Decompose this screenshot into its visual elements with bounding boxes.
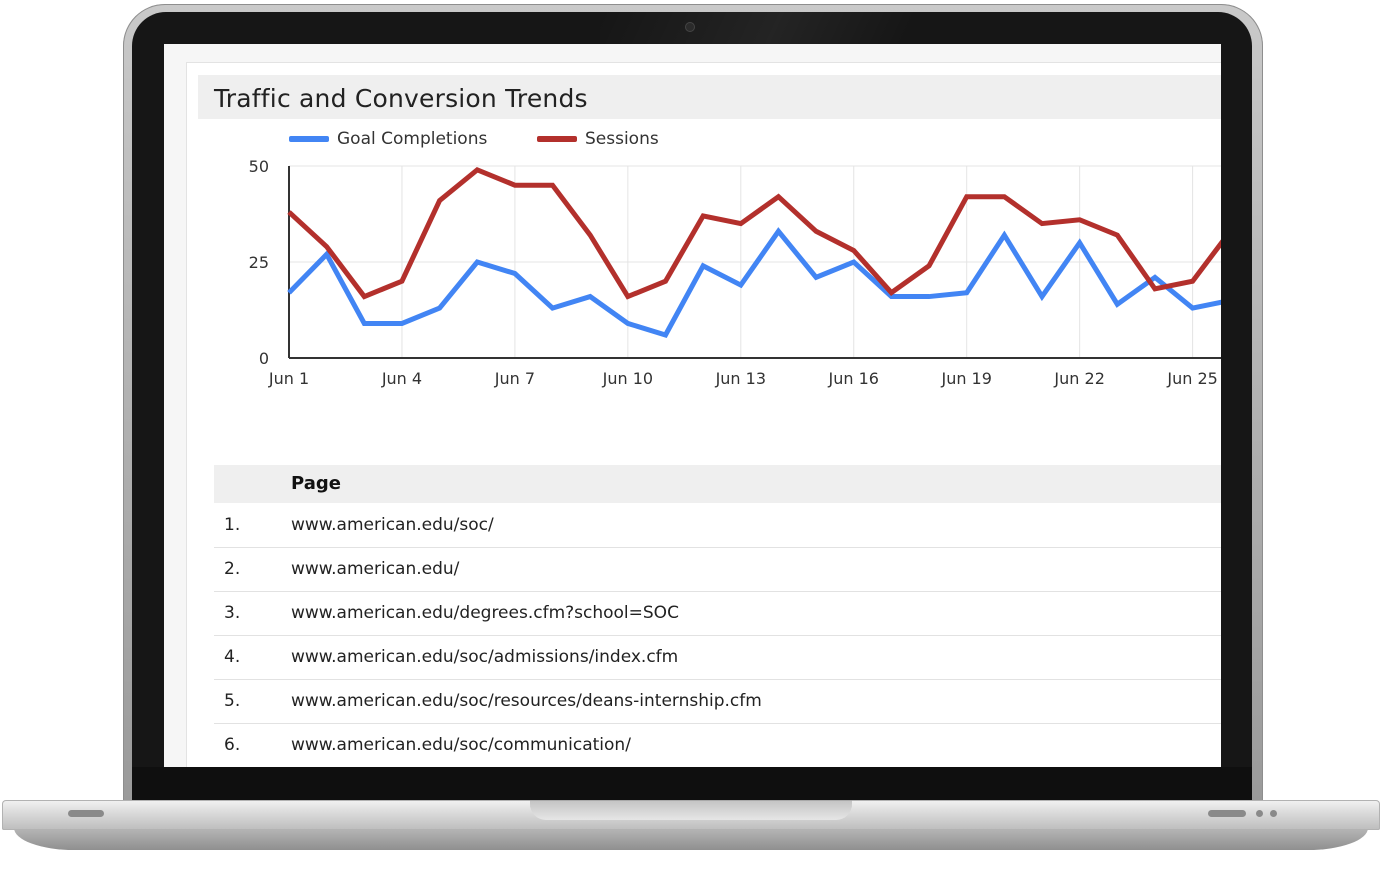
y-tick-label: 25 (249, 253, 269, 272)
row-index: 4. (224, 647, 241, 667)
row-page-url[interactable]: www.american.edu/soc/admissions/index.cf… (291, 647, 679, 667)
x-tick-label: Jun 19 (940, 369, 991, 388)
led-icon (1270, 810, 1277, 817)
laptop-chin (132, 767, 1252, 802)
table-row[interactable]: 3. www.american.edu/degrees.cfm?school=SO… (214, 591, 1221, 636)
port-icon (1208, 810, 1246, 817)
led-icon (1256, 810, 1263, 817)
laptop-hinge-notch (530, 800, 852, 820)
row-index: 2. (224, 559, 241, 579)
table-row[interactable]: 6. www.american.edu/soc/communication/ (214, 723, 1221, 767)
row-page-url[interactable]: www.american.edu/soc/resources/deans-int… (291, 691, 762, 711)
screen: Traffic and Conversion Trends Goal Compl… (164, 44, 1221, 767)
legend-item-goal-completions[interactable]: Goal Completions (289, 129, 487, 149)
row-index: 5. (224, 691, 241, 711)
series-line-goal-completions (287, 227, 1221, 338)
x-tick-label: Jun 10 (602, 369, 653, 388)
legend-label: Goal Completions (337, 129, 488, 149)
row-index: 3. (224, 603, 241, 623)
x-tick-label: Jun 4 (381, 369, 422, 388)
row-page-url[interactable]: www.american.edu/soc/ (291, 515, 494, 535)
series-line-sessions (287, 166, 1221, 300)
row-index: 1. (224, 515, 241, 535)
report-card (186, 62, 1221, 767)
table-row[interactable]: 5. www.american.edu/soc/resources/deans-i… (214, 679, 1221, 724)
x-tick-label: Jun 16 (828, 369, 879, 388)
laptop-base-shadow (14, 828, 1368, 850)
row-page-url[interactable]: www.american.edu/degrees.cfm?school=SOC (291, 603, 679, 623)
table-row[interactable]: 4. www.american.edu/soc/admissions/index.… (214, 635, 1221, 680)
x-tick-label: Jun 7 (494, 369, 535, 388)
x-tick-label: Jun 13 (715, 369, 766, 388)
port-icon (68, 810, 104, 817)
x-tick-label: Jun 1 (268, 369, 309, 388)
legend-item-sessions[interactable]: Sessions (537, 129, 659, 149)
y-tick-label: 50 (249, 157, 269, 176)
row-index: 6. (224, 735, 241, 755)
legend-label: Sessions (585, 129, 659, 149)
table-row[interactable]: 1. www.american.edu/soc/ (214, 503, 1221, 548)
table-header: Page (214, 465, 1221, 503)
camera-icon (685, 22, 695, 32)
x-tick-label: Jun 25 (1166, 369, 1217, 388)
title-bar (198, 75, 1221, 119)
x-tick-label: Jun 22 (1053, 369, 1104, 388)
row-page-url[interactable]: www.american.edu/soc/communication/ (291, 735, 631, 755)
legend-swatch-icon (537, 136, 577, 142)
legend-swatch-icon (289, 136, 329, 142)
y-tick-label: 0 (259, 349, 269, 368)
column-header-page[interactable]: Page (291, 473, 341, 494)
row-page-url[interactable]: www.american.edu/ (291, 559, 460, 579)
report-title: Traffic and Conversion Trends (214, 84, 588, 113)
table-row[interactable]: 2. www.american.edu/ (214, 547, 1221, 592)
